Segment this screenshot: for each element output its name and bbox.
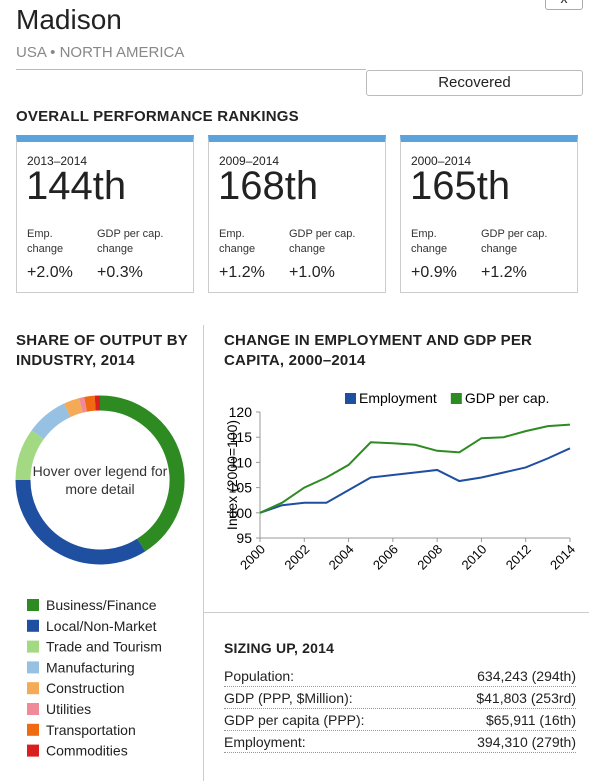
legend-swatch (450, 393, 462, 404)
y-tick-label: 105 (229, 480, 253, 496)
period: 2013–2014 (27, 154, 88, 168)
y-axis-label: Index (2000=100) (224, 420, 240, 530)
section-title: CHANGE IN EMPLOYMENT AND GDP PER CAPITA,… (224, 332, 533, 369)
row-label: Employment: (224, 734, 306, 750)
close-button[interactable]: x (545, 0, 583, 10)
donut-segment (15, 430, 44, 481)
y-tick-label: 100 (229, 505, 253, 521)
donut-segment (78, 396, 88, 413)
row-label: Population: (224, 668, 295, 684)
rank: 144th (26, 164, 127, 208)
y-tick-label: 115 (230, 429, 253, 445)
metric-value: +0.3% (97, 264, 143, 281)
metric-value: +0.9% (411, 264, 457, 281)
legend-swatch (27, 640, 39, 653)
divider (16, 69, 366, 70)
row-value: $65,911 (16th) (485, 712, 576, 728)
x-tick-label: 2008 (414, 542, 445, 573)
divider (203, 325, 204, 781)
legend-label: Construction (46, 680, 125, 696)
metric-label: Emp. change (411, 228, 448, 255)
series-line (259, 447, 571, 514)
x-tick-label: 2010 (458, 542, 489, 573)
donut-segment (84, 395, 96, 412)
legend-label: Utilities (46, 701, 91, 717)
metric-value: +1.0% (289, 264, 335, 281)
metric-value: +2.0% (27, 264, 73, 281)
legend-label: Business/Finance (46, 597, 157, 613)
period: 2000–2014 (411, 154, 472, 168)
y-tick-label: 120 (229, 404, 253, 420)
x-tick-label: 2012 (503, 542, 534, 573)
city-region: USA • NORTH AMERICA (16, 44, 185, 61)
legend-swatch (27, 619, 39, 632)
legend-label: Transportation (46, 722, 136, 738)
x-tick-label: 2014 (547, 542, 578, 573)
metric-label: Emp. change (219, 228, 256, 255)
rank: 165th (410, 164, 511, 208)
legend-label: Employment (359, 390, 437, 406)
metric-value: +1.2% (481, 264, 527, 281)
row-label: GDP (PPP, $Million): (224, 690, 353, 706)
table-row: Employment: 394,310 (279th) (224, 732, 576, 753)
legend-swatch (27, 599, 39, 611)
x-tick-label: 2004 (326, 542, 357, 573)
period: 2009–2014 (219, 154, 280, 168)
donut-segment (15, 479, 146, 565)
table-row: GDP (PPP, $Million): $41,803 (253rd) (224, 688, 576, 709)
section-title: SIZING UP, 2014 (224, 640, 335, 656)
city-name: Madison (16, 4, 122, 35)
metric-label: GDP per cap. change (289, 228, 356, 255)
legend-swatch (27, 682, 39, 695)
center-text-box: Hover over legend for more detail (32, 463, 168, 497)
divider (204, 612, 589, 613)
section-title: OVERALL PERFORMANCE RANKINGS (16, 108, 299, 125)
y-tick-label: 95 (236, 530, 252, 546)
row-label: GDP per capita (PPP): (224, 712, 365, 728)
legend-label: GDP per cap. (465, 390, 550, 406)
table-row: Population: 634,243 (294th) (224, 666, 576, 687)
section-title: SHARE OF OUTPUT BY INDUSTRY, 2014 (16, 332, 188, 369)
row-value: 634,243 (294th) (477, 668, 576, 684)
x-tick-label: 2000 (237, 542, 268, 573)
metric-label: Emp. change (27, 228, 64, 255)
metric-label: GDP per cap. change (97, 228, 164, 255)
legend-swatch (27, 744, 39, 757)
pie-chart: Hover over legend for more detail Busines… (15, 395, 185, 759)
row-value: 394,310 (279th) (477, 734, 576, 750)
legend-swatch (27, 661, 39, 674)
legend-label: Commodities (46, 743, 128, 759)
line-chart: 95 100 105 110 115 120 2000 2002 2004 2006 2008 201… (224, 390, 578, 573)
ranking-card: 2013–2014 144th Emp. change GDP per cap. ch… (16, 135, 194, 293)
legend-label: Trade and Tourism (46, 639, 162, 655)
legend-label: Manufacturing (46, 659, 135, 675)
legend-label: Local/Non-Market (46, 618, 157, 634)
metric-value: +1.2% (219, 264, 265, 281)
metric-label: GDP per cap. change (481, 228, 548, 255)
row-value: $41,803 (253rd) (476, 690, 576, 706)
donut-segment (99, 395, 185, 552)
x-tick-label: 2002 (281, 542, 312, 573)
legend-swatch (345, 393, 356, 404)
series-line (259, 423, 571, 514)
rank: 168th (218, 164, 319, 208)
legend-swatch (27, 703, 39, 715)
y-tick-label: 110 (230, 454, 253, 470)
donut-segment (64, 398, 83, 418)
donut-segment (31, 403, 71, 440)
table-row: GDP per capita (PPP): $65,911 (16th) (224, 710, 576, 731)
center-text: Hover over legend for more detail (32, 463, 168, 497)
ranking-card: 2000–2014 165th Emp. change GDP per cap. ch… (400, 135, 578, 293)
status-badge: Recovered (366, 70, 583, 96)
legend-swatch (27, 723, 39, 736)
x-tick-label: 2006 (370, 542, 401, 573)
ranking-card: 2009–2014 168th Emp. change GDP per cap. ch… (208, 135, 386, 293)
